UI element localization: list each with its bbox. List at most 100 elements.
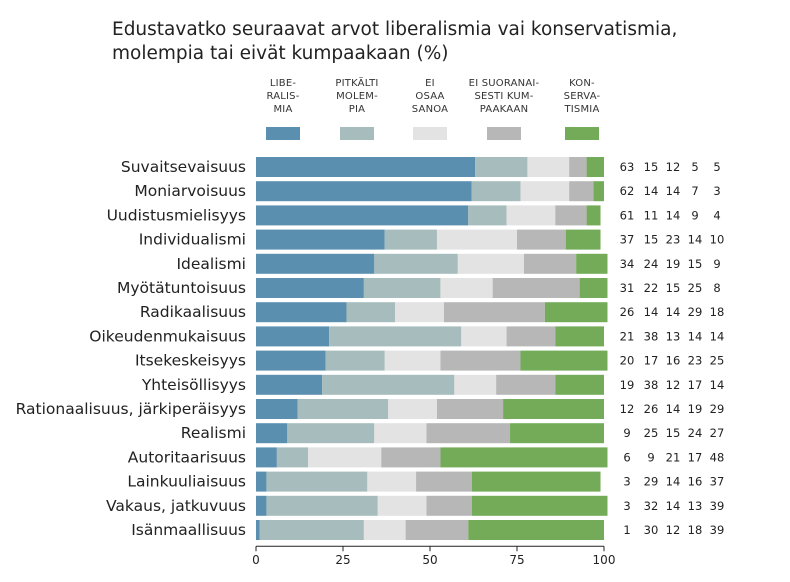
bar-segment (256, 205, 469, 226)
x-tick-label: 75 (509, 553, 524, 567)
value-label: 15 (644, 233, 659, 247)
value-label: 8 (713, 281, 720, 295)
value-label: 14 (666, 305, 681, 319)
value-label: 22 (644, 281, 659, 295)
bar-segment (527, 157, 570, 177)
value-label: 48 (710, 450, 725, 464)
bar-segment (416, 471, 472, 492)
legend-label: PITKÄLTI MOLEM- PIA (335, 78, 379, 115)
bar-segment (374, 253, 458, 274)
value-label: 17 (688, 378, 703, 392)
bar-segment (440, 350, 521, 371)
value-label: 5 (691, 160, 698, 174)
category-label: Oikeudenmukaisuus (89, 327, 246, 345)
value-label: 14 (666, 184, 681, 198)
legend-label: LIBE- RALIS- MIA (266, 78, 300, 115)
bar-segment (569, 157, 587, 177)
value-label: 63 (620, 160, 635, 174)
bar-segment (322, 374, 455, 395)
bar-segment (576, 253, 608, 274)
bar-segment (256, 399, 298, 419)
bar-segment (506, 205, 556, 226)
legend-swatch (413, 127, 447, 140)
bar-segment (405, 520, 469, 540)
category-label: Lainkuuliaisuus (127, 473, 246, 491)
bar-segment (297, 399, 389, 419)
bar-segment (436, 229, 517, 250)
bar-segment (395, 302, 444, 323)
value-label: 5 (713, 160, 720, 174)
bar-segment (426, 495, 472, 516)
category-label: Itsekeskeisyys (135, 352, 246, 370)
legend-item: EI SUORANAI- SESTI KUM- PAAKAAN (462, 77, 546, 140)
bar-segment (468, 205, 507, 226)
value-label: 14 (666, 402, 681, 416)
bar-segment (259, 520, 364, 540)
bar-segment (266, 471, 368, 492)
value-label: 10 (710, 233, 725, 247)
bar-segment (471, 471, 601, 492)
bar-segment (256, 471, 267, 492)
bar-segment (374, 423, 427, 444)
bar-segment (256, 157, 476, 177)
bar-segment (579, 278, 608, 298)
value-label: 7 (691, 184, 698, 198)
value-label: 9 (713, 257, 720, 271)
legend-label: EI SUORANAI- SESTI KUM- PAAKAAN (468, 78, 540, 115)
legend-swatch (487, 127, 521, 140)
bar-segment (256, 447, 277, 468)
value-label: 14 (688, 329, 703, 343)
bar-segment (492, 278, 580, 298)
value-label: 12 (666, 378, 681, 392)
bar-segment (367, 471, 417, 492)
value-label: 37 (620, 233, 635, 247)
value-label: 26 (620, 305, 635, 319)
legend-item: EI OSAA SANOA (388, 77, 472, 140)
legend-label: KON- SERVA- TISMIA (563, 78, 601, 115)
bar-segment (346, 302, 396, 323)
bar-segment (256, 278, 364, 298)
value-label: 30 (644, 523, 659, 537)
value-label: 15 (688, 257, 703, 271)
value-label: 38 (644, 329, 659, 343)
bar-segment (517, 229, 566, 250)
x-tick-label: 100 (593, 553, 616, 567)
bar-segment (457, 253, 524, 274)
value-label: 14 (710, 378, 725, 392)
bar-segment (256, 520, 260, 540)
value-label: 14 (666, 499, 681, 513)
value-label: 26 (644, 402, 659, 416)
category-label: Suvaitsevaisuus (121, 158, 246, 176)
value-label: 27 (710, 426, 725, 440)
bar-segment (384, 350, 441, 371)
value-label: 29 (644, 475, 659, 489)
category-label: Rationaalisuus, järkiperäisyys (16, 400, 246, 418)
bar-segment (256, 423, 288, 444)
value-label: 39 (710, 523, 725, 537)
bar-segment (256, 495, 267, 516)
value-label: 15 (644, 160, 659, 174)
value-label: 14 (666, 208, 681, 222)
bar-segment (496, 374, 556, 395)
x-tick-label: 50 (422, 553, 437, 567)
value-label: 16 (666, 354, 681, 368)
value-label: 13 (688, 499, 703, 513)
bar-segment (565, 229, 601, 250)
value-label: 9 (623, 426, 630, 440)
legend-item: KON- SERVA- TISMIA (540, 77, 624, 140)
value-label: 17 (644, 354, 659, 368)
value-label: 37 (710, 475, 725, 489)
value-label: 18 (688, 523, 703, 537)
value-label: 24 (688, 426, 703, 440)
category-label: Uudistusmielisyys (107, 206, 246, 224)
legend-item: LIBE- RALIS- MIA (241, 77, 325, 140)
value-label: 19 (666, 257, 681, 271)
value-label: 21 (666, 450, 681, 464)
value-label: 14 (688, 233, 703, 247)
value-label: 9 (647, 450, 654, 464)
value-label: 19 (688, 402, 703, 416)
value-label: 18 (710, 305, 725, 319)
bar-segment (287, 423, 375, 444)
value-label: 14 (644, 184, 659, 198)
value-label: 29 (688, 305, 703, 319)
